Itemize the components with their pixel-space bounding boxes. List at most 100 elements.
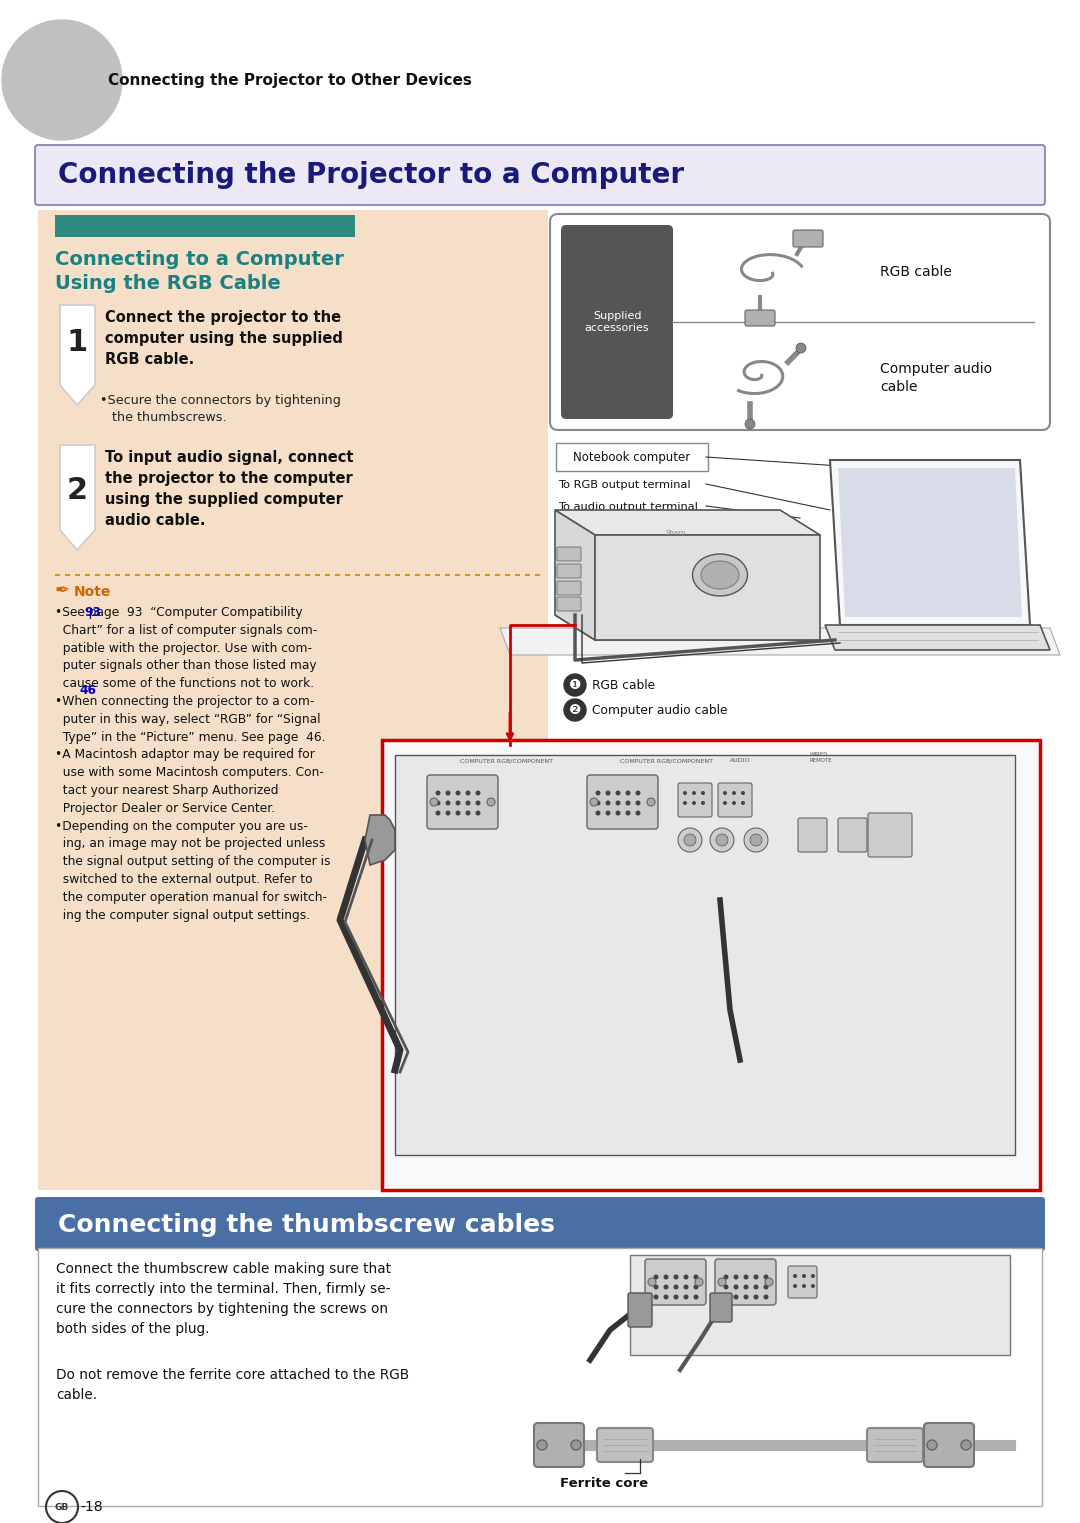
- Circle shape: [701, 801, 705, 806]
- FancyBboxPatch shape: [627, 1293, 652, 1327]
- Circle shape: [475, 801, 481, 806]
- FancyBboxPatch shape: [838, 818, 867, 851]
- FancyBboxPatch shape: [867, 1429, 923, 1462]
- Circle shape: [743, 1275, 748, 1279]
- Circle shape: [571, 1441, 581, 1450]
- FancyBboxPatch shape: [35, 1197, 1045, 1250]
- Circle shape: [684, 1295, 689, 1299]
- Circle shape: [616, 801, 621, 806]
- Circle shape: [446, 801, 450, 806]
- Circle shape: [653, 1275, 659, 1279]
- Polygon shape: [500, 627, 1059, 655]
- Text: Ferrite core: Ferrite core: [561, 1477, 648, 1489]
- Circle shape: [716, 835, 728, 845]
- Bar: [566, 230, 669, 414]
- Text: To RGB output terminal: To RGB output terminal: [558, 480, 690, 490]
- FancyBboxPatch shape: [588, 775, 658, 829]
- Text: 46: 46: [79, 684, 96, 698]
- Text: To input audio signal, connect
the projector to the computer
using the supplied : To input audio signal, connect the proje…: [105, 449, 353, 528]
- FancyBboxPatch shape: [718, 783, 752, 816]
- Text: Connect the thumbscrew cable making sure that
it fits correctly into the termina: Connect the thumbscrew cable making sure…: [56, 1263, 391, 1336]
- Circle shape: [663, 1295, 669, 1299]
- Text: Connecting the Projector to Other Devices: Connecting the Projector to Other Device…: [108, 73, 472, 87]
- Circle shape: [435, 801, 441, 806]
- Circle shape: [456, 810, 460, 815]
- FancyBboxPatch shape: [645, 1260, 706, 1305]
- FancyBboxPatch shape: [556, 443, 708, 471]
- Text: Note: Note: [75, 585, 111, 599]
- Text: ✒: ✒: [55, 582, 70, 600]
- Circle shape: [724, 1284, 729, 1290]
- FancyBboxPatch shape: [427, 775, 498, 829]
- Text: To audio output terminal: To audio output terminal: [558, 503, 698, 512]
- Circle shape: [811, 1284, 815, 1288]
- Text: Connecting to a Computer
Using the RGB Cable: Connecting to a Computer Using the RGB C…: [55, 250, 343, 294]
- Circle shape: [648, 1278, 656, 1285]
- Circle shape: [606, 801, 610, 806]
- Text: •Secure the connectors by tightening
   the thumbscrews.: •Secure the connectors by tightening the…: [100, 394, 341, 423]
- Circle shape: [684, 835, 696, 845]
- FancyBboxPatch shape: [35, 145, 1045, 206]
- Circle shape: [487, 798, 495, 806]
- Text: RGB cable: RGB cable: [592, 679, 656, 691]
- FancyBboxPatch shape: [597, 1429, 653, 1462]
- Text: Supplied
accessories: Supplied accessories: [584, 311, 649, 334]
- Text: 93: 93: [84, 606, 102, 618]
- Text: •See page  93  “Computer Compatibility
  Chart” for a list of computer signals c: •See page 93 “Computer Compatibility Cha…: [55, 606, 330, 921]
- FancyBboxPatch shape: [561, 225, 673, 419]
- Circle shape: [537, 1441, 546, 1450]
- Text: Connecting the Projector to a Computer: Connecting the Projector to a Computer: [58, 161, 684, 189]
- Circle shape: [456, 790, 460, 795]
- Circle shape: [927, 1441, 937, 1450]
- FancyBboxPatch shape: [557, 597, 581, 611]
- Text: 1: 1: [66, 327, 87, 356]
- Circle shape: [678, 829, 702, 851]
- Circle shape: [430, 798, 438, 806]
- Polygon shape: [595, 535, 820, 640]
- Circle shape: [732, 790, 735, 795]
- Polygon shape: [555, 510, 595, 640]
- Text: -18: -18: [80, 1500, 103, 1514]
- Circle shape: [616, 810, 621, 815]
- Circle shape: [745, 419, 755, 429]
- Circle shape: [465, 810, 471, 815]
- Polygon shape: [60, 305, 95, 405]
- FancyBboxPatch shape: [793, 230, 823, 247]
- Bar: [55, 215, 355, 238]
- Circle shape: [796, 343, 806, 353]
- Circle shape: [744, 829, 768, 851]
- Circle shape: [741, 790, 745, 795]
- Ellipse shape: [701, 560, 739, 589]
- Text: Connecting the thumbscrew cables: Connecting the thumbscrew cables: [58, 1212, 555, 1237]
- FancyBboxPatch shape: [557, 547, 581, 560]
- Circle shape: [754, 1295, 758, 1299]
- Circle shape: [802, 1284, 806, 1288]
- Circle shape: [595, 810, 600, 815]
- FancyBboxPatch shape: [868, 813, 912, 857]
- Circle shape: [564, 675, 586, 696]
- Circle shape: [692, 801, 696, 806]
- Circle shape: [683, 801, 687, 806]
- Circle shape: [701, 790, 705, 795]
- Circle shape: [446, 790, 450, 795]
- Circle shape: [718, 1278, 726, 1285]
- Circle shape: [723, 801, 727, 806]
- FancyBboxPatch shape: [557, 580, 581, 595]
- Circle shape: [625, 810, 631, 815]
- Circle shape: [764, 1295, 769, 1299]
- Text: Notebook computer: Notebook computer: [573, 451, 690, 463]
- Circle shape: [590, 798, 598, 806]
- Text: RGB cable: RGB cable: [880, 265, 951, 279]
- Circle shape: [693, 1284, 699, 1290]
- Circle shape: [683, 790, 687, 795]
- Polygon shape: [555, 510, 820, 535]
- Circle shape: [625, 801, 631, 806]
- Circle shape: [625, 790, 631, 795]
- Circle shape: [793, 1275, 797, 1278]
- Circle shape: [802, 1275, 806, 1278]
- Circle shape: [653, 1284, 659, 1290]
- Circle shape: [724, 1275, 729, 1279]
- Circle shape: [733, 1284, 739, 1290]
- FancyBboxPatch shape: [788, 1266, 816, 1298]
- Polygon shape: [60, 445, 95, 550]
